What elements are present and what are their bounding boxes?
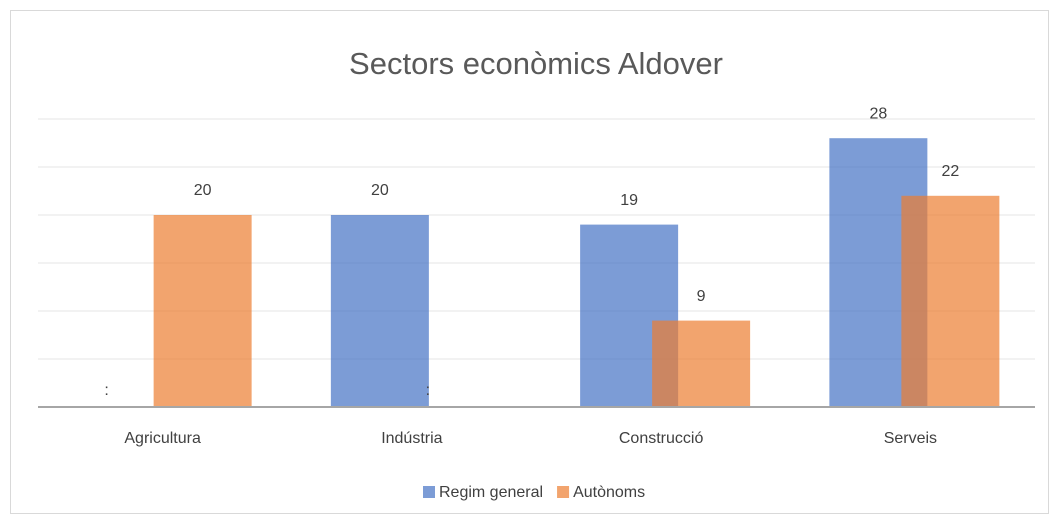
bar [652, 320, 751, 407]
data-label: 20 [371, 182, 389, 199]
bar [330, 215, 429, 407]
legend-label: Regim general [439, 484, 543, 501]
chart-title: Sectors econòmics Aldover [349, 46, 723, 81]
data-label: 22 [941, 163, 959, 180]
legend-swatch [423, 486, 435, 498]
bar [901, 195, 1000, 407]
data-label: 28 [869, 105, 887, 122]
x-tick-label: Construcció [619, 430, 704, 447]
x-tick-label: Agricultura [124, 430, 201, 447]
x-tick-label: Serveis [884, 430, 937, 447]
data-label: 19 [620, 192, 638, 209]
data-label: 9 [697, 288, 706, 305]
data-label: : [426, 382, 430, 399]
x-tick-label: Indústria [381, 430, 442, 447]
bar [153, 215, 252, 407]
data-label: : [104, 382, 108, 399]
legend-swatch [557, 486, 570, 498]
data-label: 20 [194, 182, 212, 199]
legend-label: Autònoms [573, 484, 645, 501]
